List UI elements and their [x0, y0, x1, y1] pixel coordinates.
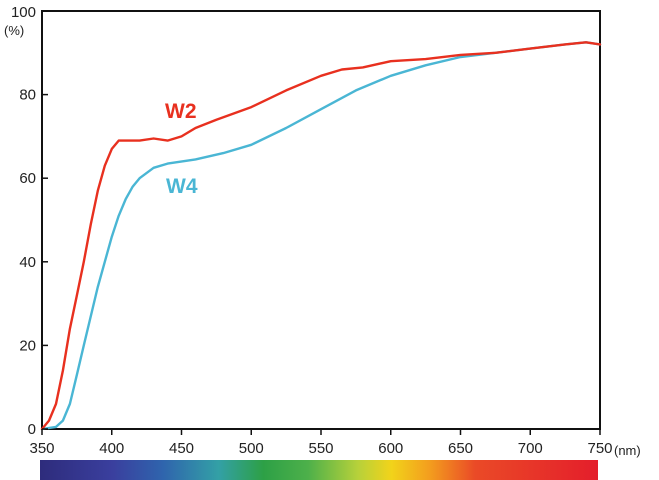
y-tick-label: 40	[19, 254, 36, 271]
x-axis-unit: (nm)	[614, 443, 641, 458]
x-tick-label: 600	[378, 440, 403, 457]
y-tick-label: 100	[11, 4, 36, 21]
x-axis-ticks: 350 400 450 500 550 600 650 700 750	[29, 429, 613, 457]
y-tick-label: 20	[19, 337, 36, 354]
x-tick-label: 400	[99, 440, 124, 457]
y-tick-label: 80	[19, 87, 36, 104]
series-label-w4: W4	[166, 175, 198, 198]
series-line-w2	[40, 41, 602, 431]
y-tick-label: 60	[19, 170, 36, 187]
x-tick-label: 350	[29, 440, 54, 457]
x-tick-label: 550	[308, 440, 333, 457]
x-tick-label: 450	[169, 440, 194, 457]
x-tick-label: 500	[239, 440, 264, 457]
x-tick-label: 650	[448, 440, 473, 457]
y-tick-label: 0	[28, 421, 36, 438]
series-label-w2: W2	[165, 100, 197, 123]
x-tick-label: 700	[518, 440, 543, 457]
y-axis-unit: (%)	[4, 23, 24, 38]
spectrum-color-bar	[40, 460, 598, 480]
series-line-w4	[40, 41, 602, 431]
y-axis-ticks: 0 20 40 60 80 100	[11, 4, 48, 438]
plot-frame	[41, 10, 601, 430]
x-tick-label: 750	[587, 440, 612, 457]
